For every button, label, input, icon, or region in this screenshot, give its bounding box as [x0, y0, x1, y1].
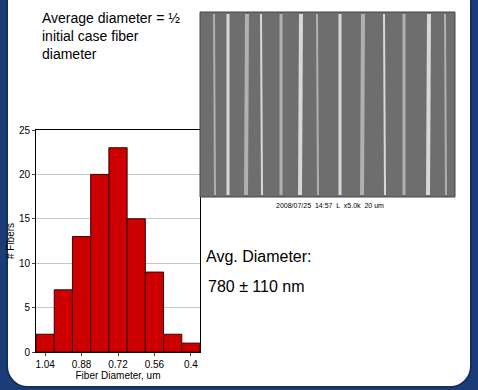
svg-text:Avg. Diameter:: Avg. Diameter: [206, 248, 312, 265]
svg-text:0.88: 0.88 [72, 359, 92, 370]
svg-text:1.04: 1.04 [35, 359, 55, 370]
svg-text:0.72: 0.72 [108, 359, 128, 370]
svg-text:0.56: 0.56 [145, 359, 165, 370]
svg-text:2008/07/25 14:57 L x5.0k 2: 2008/07/25 14:57 L x5.0k 20 um [276, 202, 384, 209]
svg-text:# Fibers: # Fibers [5, 223, 16, 259]
svg-text:10: 10 [19, 258, 31, 269]
svg-text:Average diameter = ½initial ca: Average diameter = ½initial case fiberdi… [42, 10, 180, 62]
svg-text:780 ± 110 nm: 780 ± 110 nm [208, 278, 305, 295]
svg-text:Fiber Diameter, um: Fiber Diameter, um [75, 370, 160, 381]
svg-text:0: 0 [24, 347, 30, 358]
svg-text:25: 25 [19, 125, 31, 136]
svg-text:20: 20 [19, 169, 31, 180]
svg-text:15: 15 [19, 213, 31, 224]
svg-text:5: 5 [24, 302, 30, 313]
svg-text:0.4: 0.4 [184, 359, 198, 370]
